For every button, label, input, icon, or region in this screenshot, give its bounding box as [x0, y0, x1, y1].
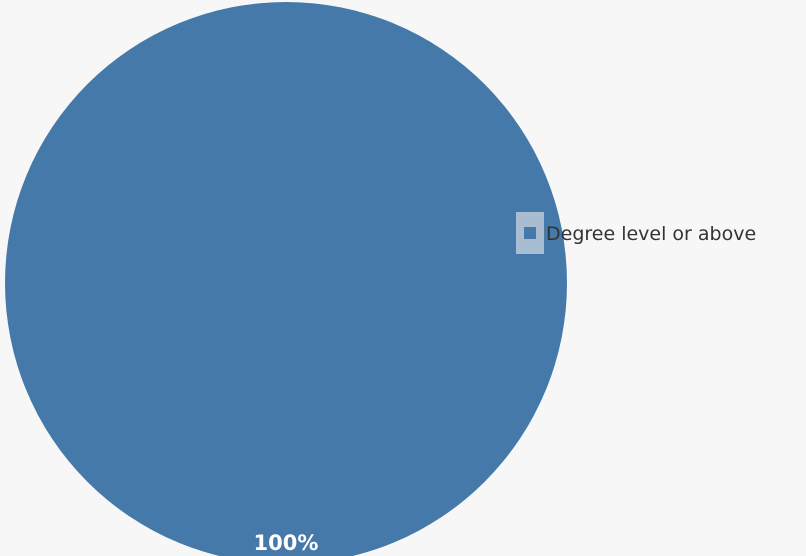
- data-label-1: 100%: [254, 531, 319, 555]
- legend-swatch-1: [524, 227, 536, 239]
- legend-item-1[interactable]: Degree level or above: [516, 212, 756, 254]
- legend: Degree level or above: [516, 212, 756, 254]
- legend-label-1: Degree level or above: [546, 223, 756, 245]
- pie-slice-1[interactable]: [5, 2, 567, 556]
